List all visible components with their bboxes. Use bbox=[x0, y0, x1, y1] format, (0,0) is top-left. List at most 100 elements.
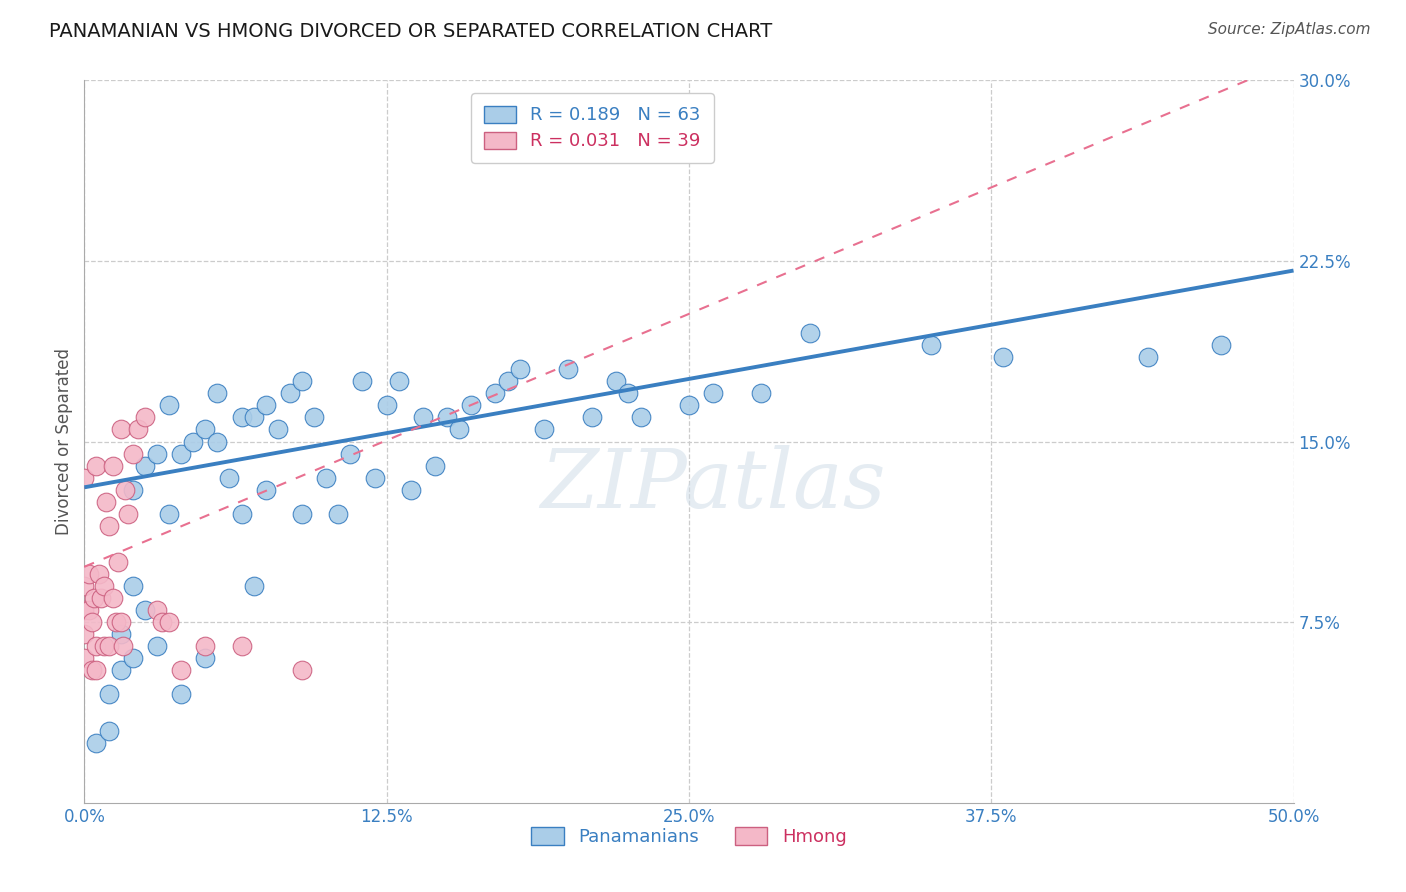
Point bbox=[94, 494, 117, 508]
Point bbox=[231, 639, 253, 653]
Point bbox=[170, 446, 193, 460]
Point bbox=[449, 422, 471, 436]
Point bbox=[110, 422, 132, 436]
Point bbox=[352, 374, 374, 388]
Point bbox=[581, 410, 603, 425]
Text: ZIPatlas: ZIPatlas bbox=[540, 445, 886, 524]
Point bbox=[157, 398, 180, 412]
Point bbox=[460, 398, 482, 412]
Point bbox=[93, 639, 115, 653]
Point bbox=[1137, 350, 1160, 364]
Point bbox=[73, 470, 96, 484]
Point bbox=[146, 603, 169, 617]
Point bbox=[339, 446, 361, 460]
Point bbox=[207, 434, 229, 449]
Point bbox=[110, 664, 132, 678]
Point bbox=[170, 687, 193, 701]
Point bbox=[87, 567, 110, 582]
Point bbox=[423, 458, 446, 473]
Point bbox=[80, 615, 103, 630]
Point bbox=[412, 410, 434, 425]
Point bbox=[73, 603, 96, 617]
Point bbox=[73, 579, 96, 593]
Point bbox=[231, 410, 253, 425]
Point bbox=[97, 639, 120, 653]
Point bbox=[83, 591, 105, 605]
Point bbox=[103, 458, 125, 473]
Point bbox=[557, 362, 579, 376]
Point bbox=[97, 518, 120, 533]
Point bbox=[375, 398, 398, 412]
Point bbox=[254, 483, 277, 497]
Point bbox=[97, 687, 120, 701]
Point bbox=[207, 386, 229, 401]
Point bbox=[97, 723, 120, 738]
Point bbox=[920, 338, 942, 352]
Point bbox=[77, 603, 100, 617]
Point bbox=[630, 410, 652, 425]
Point bbox=[751, 386, 773, 401]
Point bbox=[291, 374, 314, 388]
Point bbox=[110, 615, 132, 630]
Point bbox=[436, 410, 458, 425]
Point bbox=[127, 422, 149, 436]
Point bbox=[388, 374, 411, 388]
Point bbox=[605, 374, 627, 388]
Point bbox=[121, 651, 143, 665]
Point bbox=[231, 507, 253, 521]
Point bbox=[278, 386, 301, 401]
Point bbox=[134, 603, 156, 617]
Point bbox=[799, 326, 821, 340]
Point bbox=[110, 627, 132, 641]
Point bbox=[242, 410, 264, 425]
Point bbox=[328, 507, 350, 521]
Point bbox=[157, 615, 180, 630]
Point bbox=[157, 507, 180, 521]
Point bbox=[291, 664, 314, 678]
Point bbox=[170, 664, 193, 678]
Point bbox=[509, 362, 531, 376]
Point bbox=[117, 507, 139, 521]
Point bbox=[104, 615, 127, 630]
Point bbox=[146, 639, 169, 653]
Point bbox=[315, 470, 337, 484]
Point bbox=[533, 422, 555, 436]
Point bbox=[86, 458, 108, 473]
Point bbox=[194, 422, 217, 436]
Point bbox=[242, 579, 264, 593]
Point bbox=[73, 651, 96, 665]
Point bbox=[254, 398, 277, 412]
Point bbox=[93, 579, 115, 593]
Point bbox=[80, 664, 103, 678]
Point bbox=[121, 446, 143, 460]
Point bbox=[1209, 338, 1232, 352]
Point bbox=[267, 422, 290, 436]
Point bbox=[194, 639, 217, 653]
Text: Source: ZipAtlas.com: Source: ZipAtlas.com bbox=[1208, 22, 1371, 37]
Point bbox=[484, 386, 506, 401]
Point bbox=[121, 483, 143, 497]
Y-axis label: Divorced or Separated: Divorced or Separated bbox=[55, 348, 73, 535]
Point bbox=[150, 615, 173, 630]
Point bbox=[134, 410, 156, 425]
Point bbox=[702, 386, 724, 401]
Text: PANAMANIAN VS HMONG DIVORCED OR SEPARATED CORRELATION CHART: PANAMANIAN VS HMONG DIVORCED OR SEPARATE… bbox=[49, 22, 772, 41]
Point bbox=[363, 470, 385, 484]
Point bbox=[107, 555, 129, 569]
Point bbox=[496, 374, 519, 388]
Point bbox=[114, 483, 136, 497]
Point bbox=[399, 483, 422, 497]
Point bbox=[134, 458, 156, 473]
Point bbox=[112, 639, 135, 653]
Point bbox=[194, 651, 217, 665]
Point bbox=[617, 386, 640, 401]
Point bbox=[121, 579, 143, 593]
Point bbox=[146, 446, 169, 460]
Legend: Panamanians, Hmong: Panamanians, Hmong bbox=[519, 814, 859, 859]
Point bbox=[218, 470, 240, 484]
Point bbox=[181, 434, 204, 449]
Point bbox=[77, 567, 100, 582]
Point bbox=[86, 639, 108, 653]
Point bbox=[993, 350, 1015, 364]
Point bbox=[103, 591, 125, 605]
